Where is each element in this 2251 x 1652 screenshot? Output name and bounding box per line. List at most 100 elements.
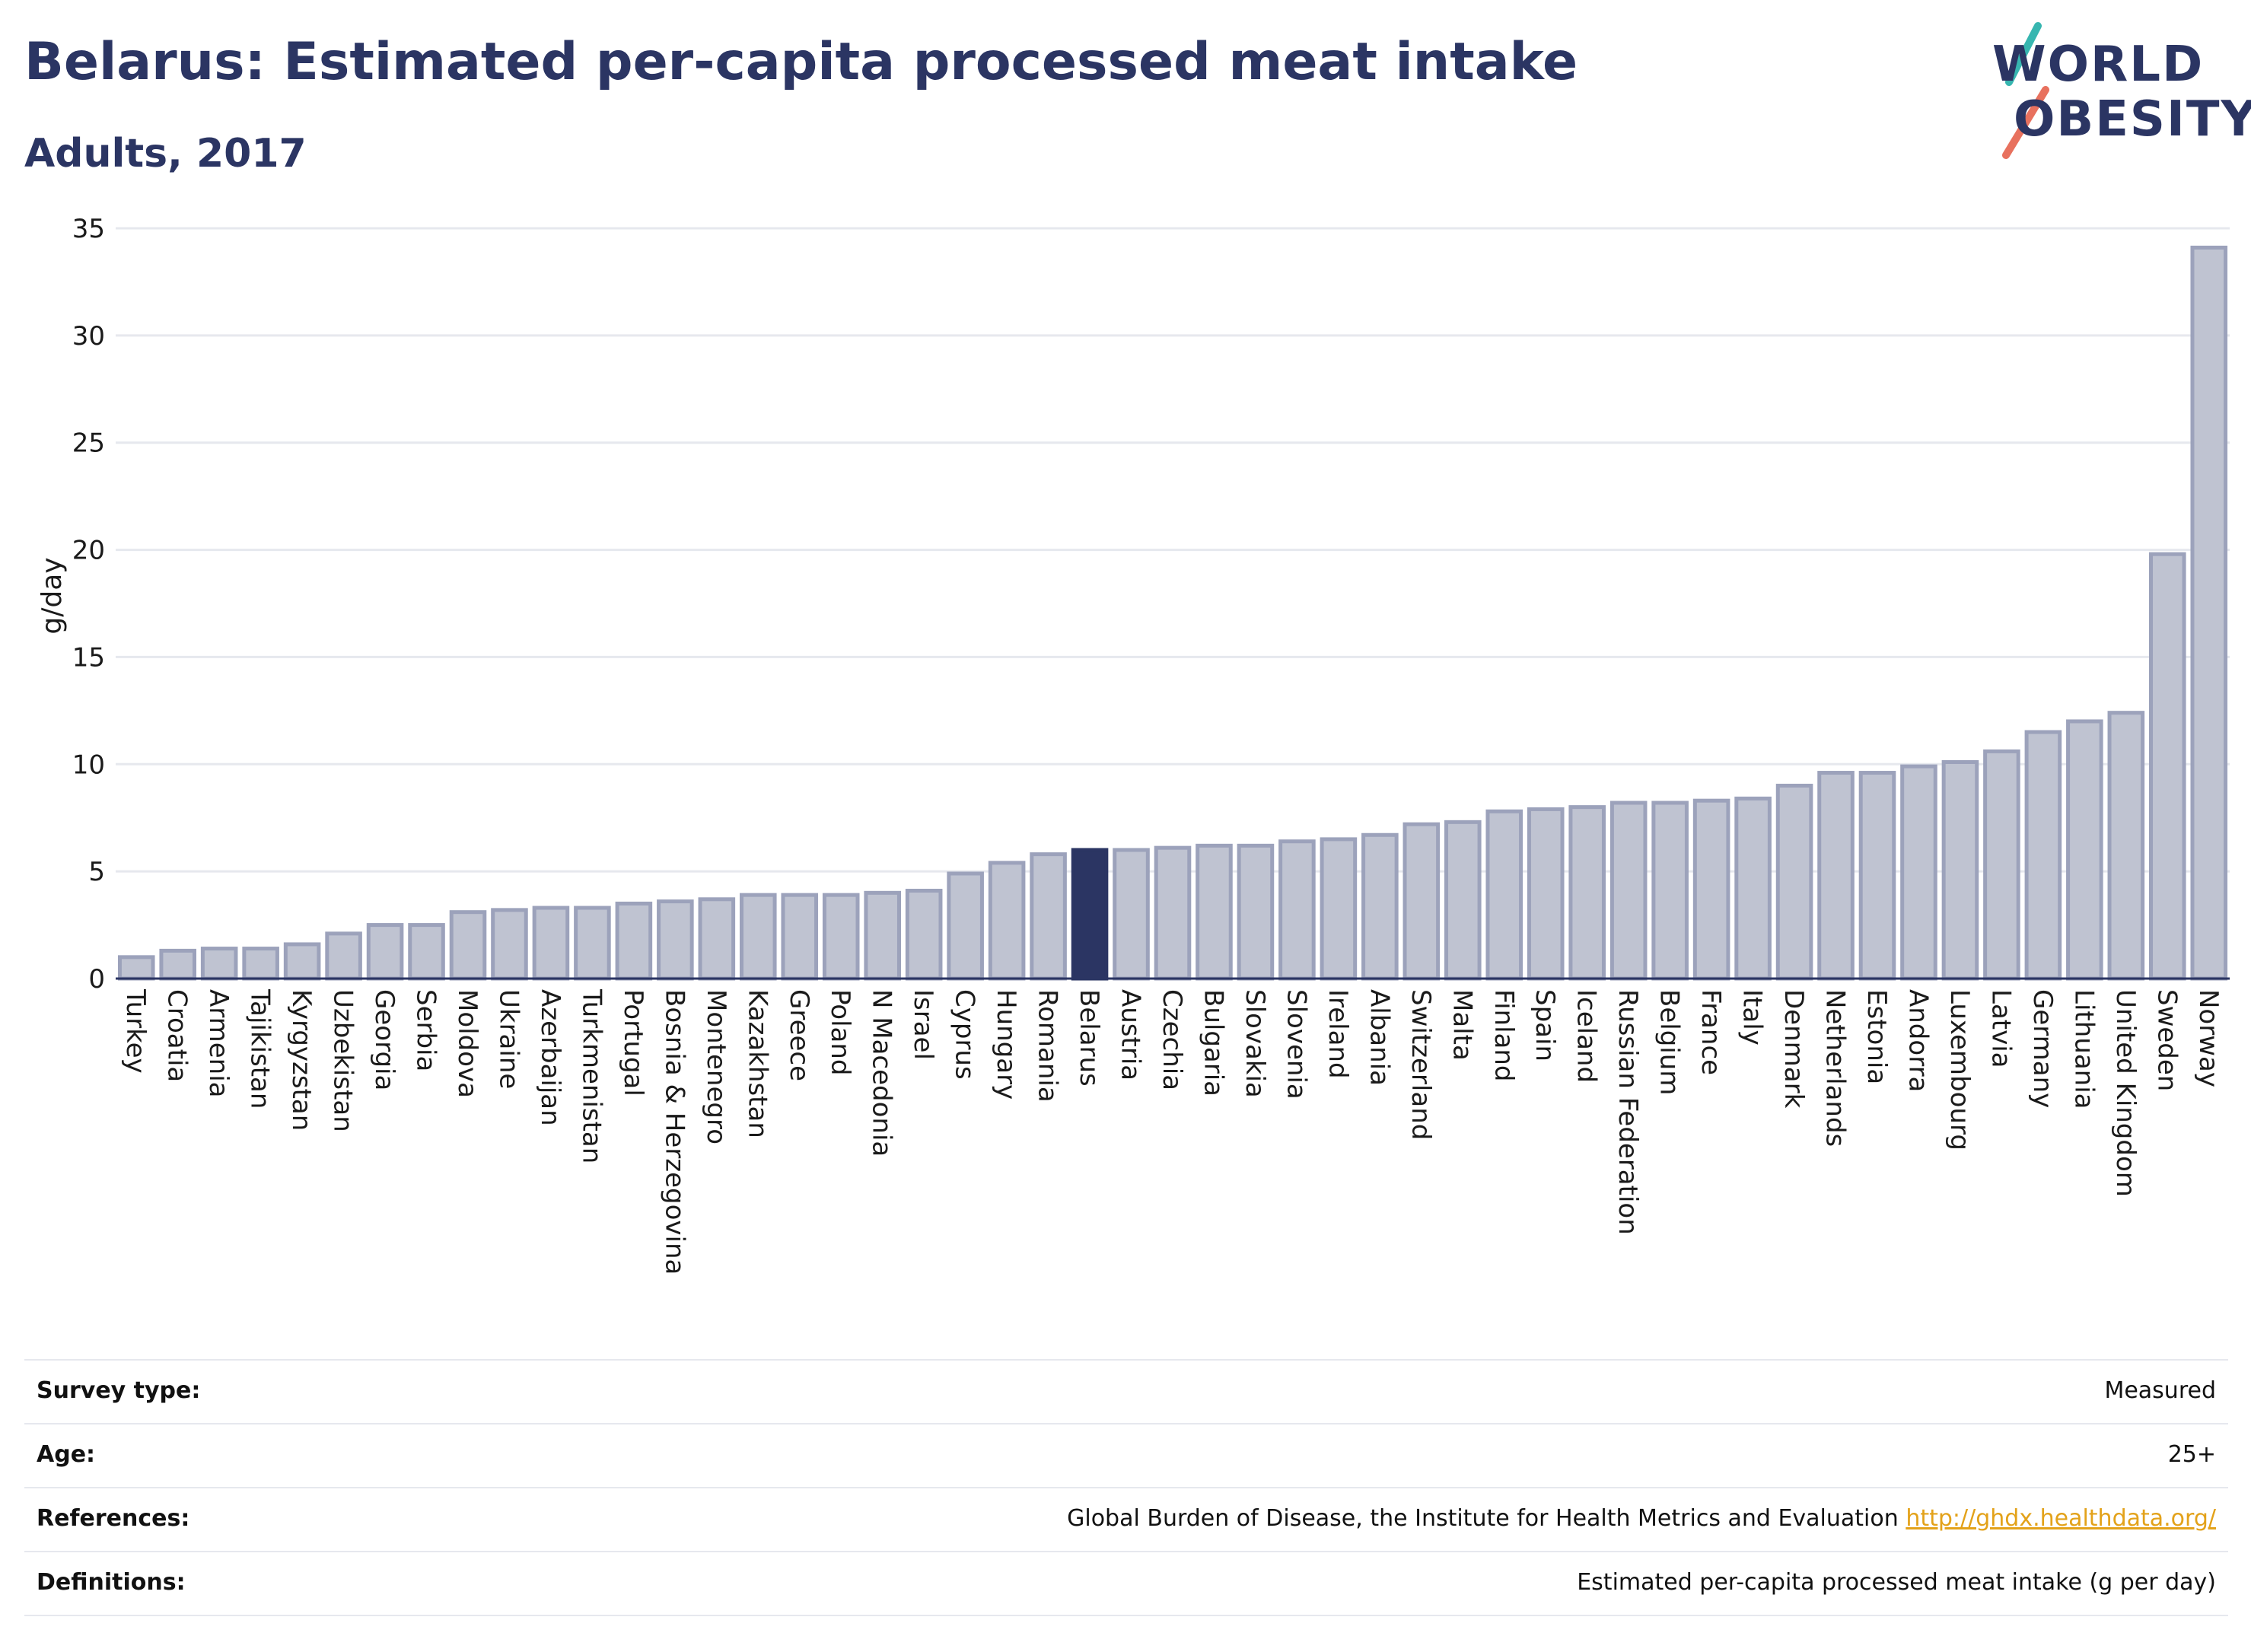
bar bbox=[988, 861, 1026, 981]
bar bbox=[449, 910, 487, 981]
info-value-references: Global Burden of Disease, the Institute … bbox=[1067, 1505, 2216, 1532]
bar bbox=[905, 888, 943, 981]
x-tick-label: Greece bbox=[784, 989, 814, 1081]
x-tick-label: Germany bbox=[2027, 989, 2058, 1108]
info-row-age: Age: 25+ bbox=[24, 1423, 2228, 1487]
x-tick-label: Andorra bbox=[1902, 989, 1933, 1092]
bar bbox=[1444, 820, 1482, 981]
x-tick-label: Kazakhstan bbox=[742, 989, 772, 1138]
info-key: References: bbox=[37, 1505, 190, 1532]
bar bbox=[947, 871, 984, 981]
logo-text-obesity: OBESITY bbox=[2014, 91, 2251, 148]
x-tick-label: Ukraine bbox=[493, 989, 524, 1089]
x-tick-label: Sweden bbox=[2151, 989, 2182, 1091]
x-tick-label: Turkmenistan bbox=[576, 988, 607, 1163]
info-row-survey-type: Survey type: Measured bbox=[24, 1359, 2228, 1423]
bar bbox=[1817, 771, 1855, 981]
info-table: Survey type: Measured Age: 25+ Reference… bbox=[24, 1359, 2228, 1616]
x-tick-label: Czechia bbox=[1157, 989, 1187, 1090]
bar bbox=[698, 897, 736, 981]
x-tick-label: Poland bbox=[825, 989, 855, 1076]
x-tick-label: Russian Federation bbox=[1613, 989, 1643, 1235]
bar bbox=[1030, 852, 1067, 981]
x-tick-label: Uzbekistan bbox=[328, 989, 358, 1132]
bar-chart: 0 5 10 15 20 25 30 35 g/day Turkey Croatia Armeni… bbox=[37, 214, 2230, 1275]
x-tick-label: Netherlands bbox=[1820, 989, 1851, 1147]
x-tick-label: Latvia bbox=[1985, 989, 2016, 1068]
x-tick-label: Estonia bbox=[1861, 989, 1892, 1084]
x-tick-label: United Kingdom bbox=[2110, 989, 2141, 1197]
y-tick-label: 10 bbox=[72, 750, 105, 780]
bar bbox=[1941, 759, 1979, 981]
bar bbox=[1402, 822, 1441, 981]
bar bbox=[1071, 848, 1109, 981]
x-tick-label: Israel bbox=[908, 989, 938, 1060]
y-axis-title: g/day bbox=[37, 557, 68, 634]
x-tick-label: Kyrgyzstan bbox=[286, 989, 317, 1131]
bar bbox=[1568, 805, 1606, 981]
reference-link[interactable]: http://ghdx.healthdata.org/ bbox=[1906, 1505, 2216, 1532]
x-tick-label: Georgia bbox=[369, 989, 400, 1090]
bar bbox=[1775, 783, 1813, 981]
x-tick-label: Denmark bbox=[1778, 989, 1809, 1109]
x-tick-label: Croatia bbox=[162, 989, 193, 1082]
info-key: Survey type: bbox=[37, 1377, 201, 1404]
info-row-definitions: Definitions: Estimated per-capita proces… bbox=[24, 1551, 2228, 1616]
x-tick-label: Bosnia & Herzegovina bbox=[659, 989, 689, 1275]
x-tick-label: Moldova bbox=[452, 989, 482, 1098]
page-subtitle: Adults, 2017 bbox=[24, 131, 307, 177]
info-value: Measured bbox=[2104, 1377, 2216, 1404]
bar bbox=[1900, 764, 1937, 981]
bar bbox=[408, 923, 445, 981]
info-value: Estimated per-capita processed meat inta… bbox=[1577, 1569, 2216, 1596]
x-tick-label: Hungary bbox=[991, 989, 1021, 1100]
x-tick-label: Belarus bbox=[1074, 989, 1104, 1087]
y-tick-label: 20 bbox=[72, 536, 105, 566]
bar bbox=[1692, 798, 1730, 981]
x-tick-label: Norway bbox=[2193, 989, 2224, 1087]
bar bbox=[781, 893, 819, 981]
bar bbox=[1113, 848, 1150, 981]
x-tick-label: Lithuania bbox=[2068, 989, 2099, 1109]
bar bbox=[491, 908, 528, 981]
bar bbox=[1196, 843, 1233, 981]
bar bbox=[615, 901, 653, 981]
x-tick-label: Belgium bbox=[1654, 989, 1685, 1095]
bar bbox=[864, 890, 901, 981]
x-tick-label: Slovenia bbox=[1281, 989, 1311, 1100]
bar bbox=[1485, 809, 1523, 981]
bar bbox=[657, 899, 694, 981]
x-tick-label: Cyprus bbox=[950, 989, 980, 1080]
y-tick-label: 0 bbox=[88, 964, 105, 995]
info-value: 25+ bbox=[2167, 1441, 2216, 1468]
x-tick-label: Ireland bbox=[1323, 989, 1353, 1079]
y-tick-labels: 0 5 10 15 20 25 30 35 bbox=[72, 214, 105, 995]
x-tick-label: Armenia bbox=[203, 989, 234, 1098]
logo-text-world: WORLD bbox=[1992, 37, 2205, 93]
y-tick-label: 5 bbox=[88, 857, 105, 887]
info-key: Age: bbox=[37, 1441, 96, 1468]
bar bbox=[2149, 552, 2186, 981]
bar bbox=[532, 906, 570, 981]
x-tick-label: Romania bbox=[1033, 989, 1063, 1103]
x-tick-label: Austria bbox=[1116, 989, 1146, 1081]
x-tick-label: Switzerland bbox=[1406, 989, 1436, 1140]
info-row-references: References: Global Burden of Disease, th… bbox=[24, 1487, 2228, 1551]
bar bbox=[325, 931, 362, 981]
x-tick-label: Bulgaria bbox=[1198, 989, 1228, 1097]
x-tick-label: Malta bbox=[1447, 989, 1477, 1061]
x-tick-label: Serbia bbox=[411, 989, 441, 1071]
x-tick-labels: Turkey Croatia Armenia Tajikistan Kyrgyzstan… bbox=[120, 988, 2224, 1275]
x-tick-label: Portugal bbox=[618, 989, 648, 1097]
y-tick-label: 35 bbox=[72, 214, 105, 244]
info-key: Definitions: bbox=[37, 1569, 186, 1596]
x-tick-label: Luxembourg bbox=[1944, 989, 1975, 1151]
x-tick-label: Montenegro bbox=[701, 989, 731, 1144]
bar bbox=[1278, 839, 1316, 981]
bar bbox=[159, 948, 196, 981]
gridlines bbox=[116, 227, 2230, 873]
bar bbox=[1858, 771, 1896, 981]
y-tick-label: 15 bbox=[72, 642, 105, 673]
bar bbox=[1154, 845, 1192, 981]
bar bbox=[1320, 837, 1358, 981]
